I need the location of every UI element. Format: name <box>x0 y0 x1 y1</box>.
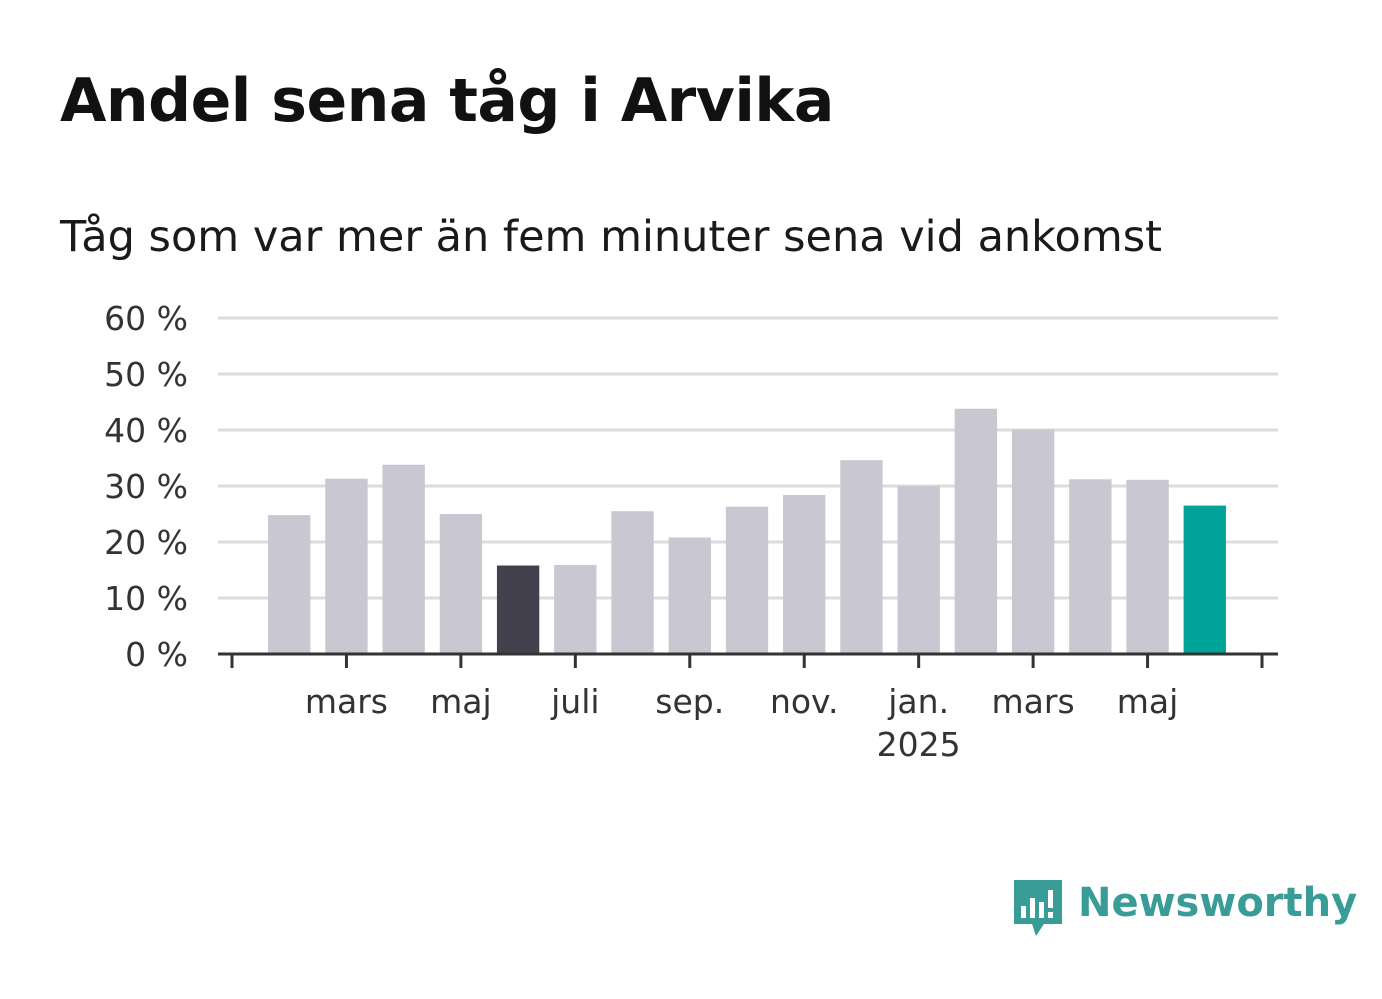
bar <box>1183 505 1226 654</box>
y-axis-tick-labels: 0 % 10 % 20 % 30 % 40 % 50 % 60 % <box>104 299 188 674</box>
brand-name: Newsworthy <box>1078 880 1358 926</box>
bar <box>382 464 425 654</box>
bar <box>611 511 654 654</box>
bar <box>268 515 311 654</box>
bar <box>783 494 826 654</box>
bar <box>1011 429 1055 654</box>
bar <box>897 486 940 654</box>
bar <box>668 537 711 654</box>
bar <box>840 460 883 654</box>
bar <box>725 506 769 654</box>
y-tick-label: 20 % <box>104 523 188 562</box>
bar <box>1126 479 1169 654</box>
bar <box>1069 479 1112 654</box>
x-tick-label: maj <box>430 682 492 721</box>
x-tick-label: sep. <box>655 682 724 721</box>
x-tick-label: juli <box>550 682 599 721</box>
y-tick-label: 30 % <box>104 467 188 506</box>
newsworthy-logo: Newsworthy <box>1010 878 1357 942</box>
x-tick-label: maj <box>1117 682 1179 721</box>
x-tick-year-label: 2025 <box>877 725 961 764</box>
bar <box>496 565 540 654</box>
y-tick-label: 10 % <box>104 579 188 618</box>
bar <box>439 514 483 654</box>
x-tick-label: jan. <box>887 682 949 721</box>
y-tick-label: 60 % <box>104 299 188 338</box>
x-axis-tick-labels: mars maj juli sep. nov. jan. 2025 mars maj <box>305 682 1178 764</box>
bars <box>268 408 1226 654</box>
y-tick-label: 0 % <box>125 635 188 674</box>
bar <box>954 408 998 654</box>
x-tick-label: mars <box>992 682 1075 721</box>
y-tick-label: 40 % <box>104 411 188 450</box>
chart-title: Andel sena tåg i Arvika <box>60 66 834 136</box>
x-tick-label: nov. <box>770 682 839 721</box>
y-tick-label: 50 % <box>104 355 188 394</box>
chart-subtitle: Tåg som var mer än fem minuter sena vid … <box>60 212 1163 262</box>
bar <box>554 564 597 654</box>
bar <box>325 478 368 654</box>
x-tick-label: mars <box>305 682 388 721</box>
x-axis <box>218 652 1278 668</box>
newsworthy-logo-icon <box>1014 880 1062 936</box>
